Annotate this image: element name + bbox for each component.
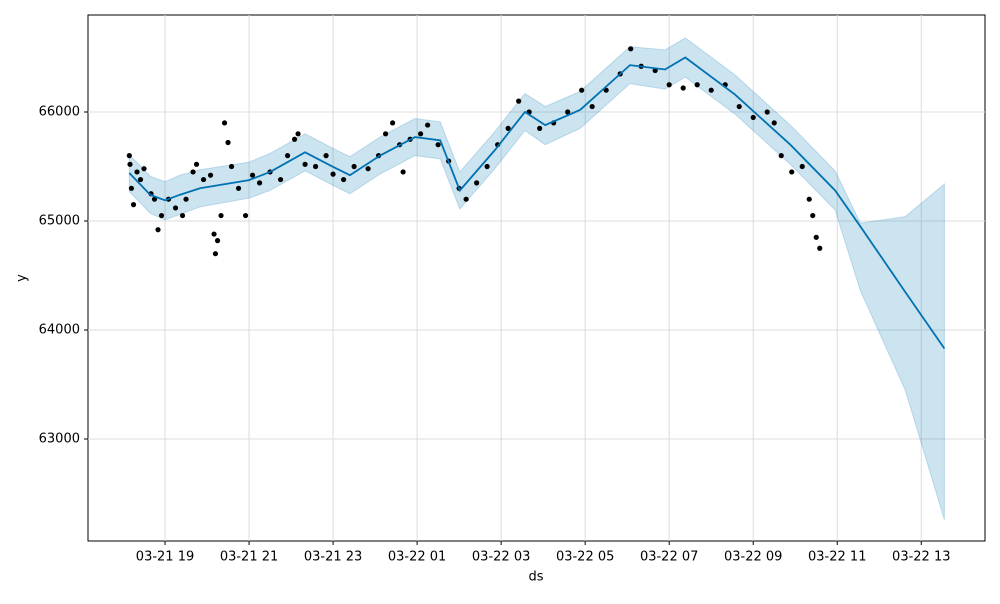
observed-point [221, 120, 228, 126]
observed-point [249, 172, 256, 178]
observed-point [351, 163, 357, 170]
y-tick-label: 63000 [39, 431, 80, 446]
observed-point [628, 46, 634, 52]
observed-point [817, 245, 823, 251]
observed-point [193, 161, 200, 167]
y-tick-label: 66000 [39, 105, 80, 120]
observed-point [151, 196, 158, 202]
x-axis-label: ds [528, 570, 543, 585]
observed-point [799, 163, 805, 170]
observed-point [680, 85, 686, 91]
observed-point [211, 231, 217, 237]
observed-point [537, 125, 543, 131]
observed-point [134, 169, 140, 175]
x-tick-label: 03-22 05 [556, 550, 614, 565]
observed-point [435, 142, 441, 148]
observed-point [130, 202, 137, 208]
observed-point [813, 234, 819, 240]
observed-point [277, 176, 284, 183]
observed-point [750, 114, 756, 121]
observed-point [158, 212, 165, 219]
observed-point [666, 82, 672, 88]
x-tick-label: 03-22 13 [892, 550, 950, 565]
observed-point [484, 163, 490, 170]
uncertainty-band [128, 37, 945, 520]
observed-point [589, 103, 595, 110]
observed-point [127, 161, 133, 167]
observed-point [810, 212, 816, 219]
x-tick-label: 03-22 07 [640, 550, 698, 565]
forecast-line [128, 56, 946, 350]
observed-point [183, 196, 189, 202]
observed-point [141, 166, 147, 172]
observed-point [390, 120, 396, 126]
observed-point [312, 163, 319, 170]
y-tick-label: 64000 [39, 322, 80, 337]
observed-point [207, 172, 214, 178]
observed-point [235, 185, 242, 191]
y-tick-label: 65000 [39, 213, 80, 228]
observed-point [474, 180, 480, 186]
observed-point [505, 125, 511, 131]
x-tick-label: 03-22 11 [808, 550, 866, 565]
x-tick-label: 03-22 09 [724, 550, 782, 565]
plot-frame [87, 14, 986, 542]
observed-point [565, 109, 571, 115]
observed-point [200, 176, 207, 183]
observed-point [291, 136, 298, 142]
observed-point [179, 212, 186, 219]
observed-point [155, 227, 161, 233]
observed-point [516, 98, 522, 104]
observed-point [126, 153, 132, 159]
observed-point [214, 238, 221, 244]
observed-point [256, 180, 263, 186]
observed-point [708, 87, 714, 93]
observed-point [218, 212, 224, 219]
x-tick-label: 03-22 01 [388, 550, 446, 565]
observed-point [771, 120, 777, 126]
observed-point [382, 131, 389, 137]
observed-point [694, 82, 700, 88]
observed-point [789, 169, 795, 175]
observed-point [778, 153, 784, 159]
x-tick-label: 03-21 21 [220, 550, 278, 565]
x-tick-label: 03-22 03 [472, 550, 530, 565]
observed-point [284, 153, 291, 159]
observed-point [137, 176, 144, 183]
observed-point [295, 131, 301, 137]
observed-point [128, 185, 135, 191]
x-tick-label: 03-21 19 [136, 550, 194, 565]
observed-point [400, 169, 406, 175]
observed-point [806, 196, 812, 202]
observed-point [190, 169, 196, 175]
observed-point [365, 166, 371, 172]
observed-point [225, 139, 231, 146]
observed-point [579, 87, 585, 93]
observed-point [764, 109, 770, 115]
observed-point [228, 163, 235, 170]
observed-point [425, 122, 431, 128]
observed-point [323, 153, 329, 159]
observed-point [418, 131, 424, 137]
y-axis-label: y [15, 274, 30, 282]
x-tick-label: 03-21 23 [304, 550, 362, 565]
observed-point [302, 161, 308, 167]
observed-point [340, 176, 347, 183]
observed-point [736, 103, 742, 110]
observed-point [172, 205, 179, 211]
observed-point [212, 251, 219, 257]
observed-point [463, 196, 469, 202]
observed-point [330, 171, 336, 177]
observed-point [242, 212, 249, 219]
